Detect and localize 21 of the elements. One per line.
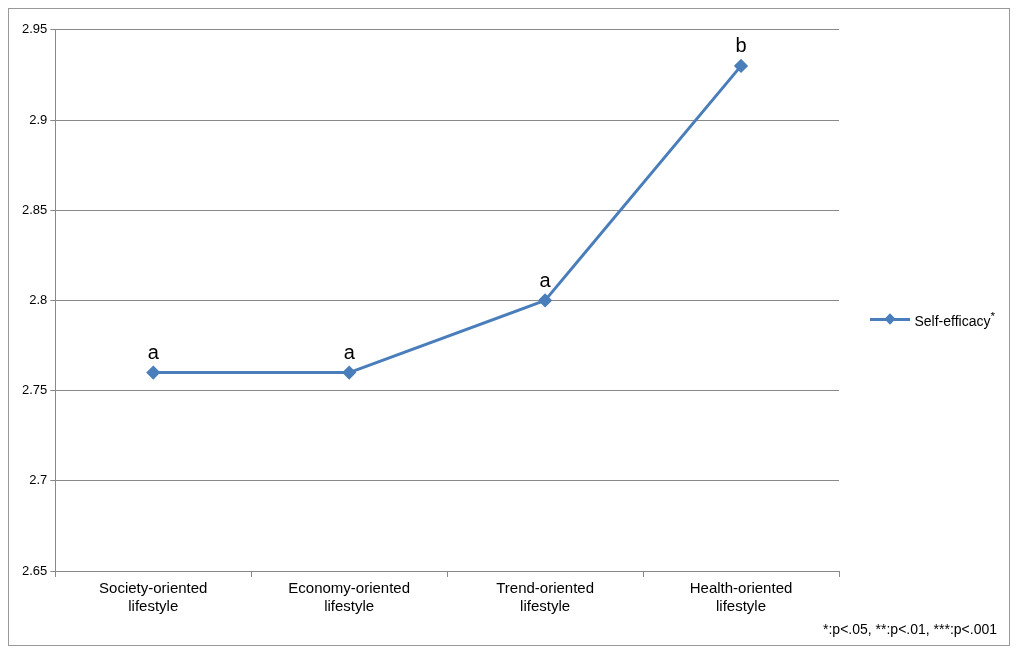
x-tick-label: Health-oriented lifestyle [689, 579, 793, 615]
annotation: a [539, 268, 552, 291]
annotation: b [735, 34, 747, 57]
annotation: a [147, 341, 160, 364]
y-tick-label: 2.8 [29, 291, 48, 307]
y-tick-label: 2.9 [29, 111, 48, 127]
annotation: a [343, 341, 356, 364]
text: *:p<.05, **:p<.01, ***:p<.001 [823, 621, 997, 637]
y-tick-label: 2.75 [21, 382, 48, 398]
x-tick-label: Trend-oriented lifestyle [496, 579, 595, 615]
y-tick-label: 2.65 [21, 562, 48, 578]
legend-label: Self-efficacy$^{*}$ [914, 309, 995, 329]
y-tick-label: 2.85 [21, 201, 48, 217]
x-tick-label: Economy-oriented lifestyle [288, 579, 411, 615]
x-tick-label: Society-oriented lifestyle [99, 579, 208, 615]
y-tick-label: 2.95 [21, 21, 48, 37]
point [538, 293, 552, 307]
point [146, 366, 160, 380]
y-tick-label: 2.7 [29, 472, 48, 488]
point [342, 366, 356, 380]
point [734, 59, 748, 73]
